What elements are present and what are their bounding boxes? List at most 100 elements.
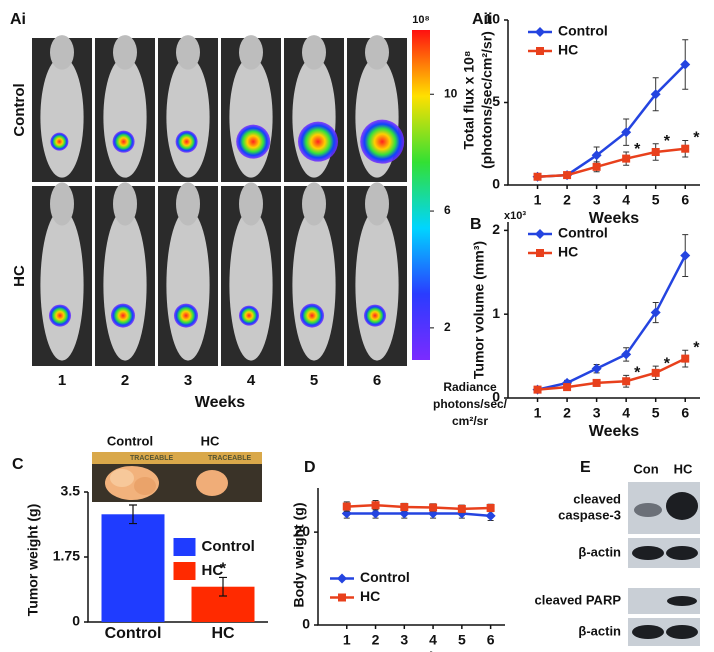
colorbar-label: cm²/sr bbox=[452, 414, 488, 428]
panel-label: Ai bbox=[10, 11, 26, 28]
panel-label: Aii bbox=[472, 11, 492, 28]
mouse-body bbox=[166, 56, 210, 178]
luminescence bbox=[239, 305, 259, 326]
blot-label: caspase-3 bbox=[558, 507, 621, 522]
annotation: * bbox=[634, 141, 641, 158]
mouse-body bbox=[40, 209, 84, 361]
legend-label: Control bbox=[202, 538, 255, 555]
mouse-body bbox=[40, 56, 84, 178]
marker bbox=[457, 504, 466, 513]
mouse-body bbox=[103, 209, 147, 361]
legend-marker bbox=[535, 27, 545, 37]
panel-label: C bbox=[12, 456, 24, 473]
error-bar bbox=[219, 576, 227, 597]
week-label: 6 bbox=[373, 372, 381, 389]
y-axis-title: Tumor volume (mm³) bbox=[471, 241, 487, 379]
luminescence bbox=[50, 132, 69, 151]
annotation: * bbox=[664, 133, 671, 150]
mouse-head bbox=[365, 182, 389, 226]
marker bbox=[680, 59, 691, 70]
marker bbox=[533, 172, 542, 181]
marker bbox=[651, 368, 660, 377]
mouse-head bbox=[176, 35, 200, 70]
y-tick-label: 2 bbox=[492, 221, 500, 237]
marker bbox=[592, 162, 601, 171]
legend-swatch bbox=[173, 562, 196, 580]
legend-marker bbox=[535, 229, 545, 239]
y-tick-label: 1 bbox=[492, 305, 500, 321]
annotation: * bbox=[664, 355, 671, 372]
blot bbox=[628, 482, 700, 646]
x-tick-label: HC bbox=[211, 625, 235, 642]
x-axis-title: Weeks bbox=[589, 210, 640, 227]
week-label: 5 bbox=[310, 372, 318, 389]
luminescence bbox=[364, 304, 386, 327]
legend-marker bbox=[536, 249, 544, 257]
axis-title: Weeks bbox=[195, 394, 246, 411]
x-tick-label: 6 bbox=[681, 405, 689, 421]
legend-swatch bbox=[173, 538, 196, 556]
y-tick-label: 0 bbox=[492, 176, 500, 192]
marker bbox=[681, 354, 690, 363]
row-label: Control bbox=[11, 83, 28, 136]
colorbar bbox=[412, 30, 430, 360]
photo-label: Control bbox=[107, 433, 153, 448]
marker bbox=[621, 127, 632, 138]
y-multiplier: x10³ bbox=[504, 210, 526, 222]
marker bbox=[592, 378, 601, 387]
series-line bbox=[537, 63, 687, 178]
tumor-photo: TRACEABLE TRACEABLE bbox=[92, 452, 262, 502]
x-tick-label: 4 bbox=[429, 632, 437, 648]
colorbar-label: photons/sec/ bbox=[433, 397, 508, 411]
luminescence bbox=[360, 119, 405, 164]
panel-label: B bbox=[470, 216, 482, 233]
colorbar-label: Radiance bbox=[443, 380, 497, 394]
axis bbox=[507, 222, 700, 399]
luminescence bbox=[174, 303, 198, 328]
annotation: * bbox=[634, 365, 641, 382]
blot-label: cleaved PARP bbox=[535, 592, 622, 607]
luminescence bbox=[112, 130, 135, 153]
annotation: * bbox=[220, 561, 227, 578]
series-line bbox=[537, 357, 686, 391]
series-line bbox=[537, 254, 687, 391]
luminescence bbox=[111, 303, 135, 328]
legend-label: Control bbox=[558, 225, 608, 241]
x-tick-label: 2 bbox=[563, 405, 571, 421]
mouse-head bbox=[239, 182, 263, 226]
colorbar-exponent: 10⁸ bbox=[412, 14, 429, 26]
marker bbox=[370, 508, 381, 519]
x-tick-label: 5 bbox=[652, 192, 660, 208]
x-axis-title: Weeks bbox=[396, 650, 447, 652]
marker bbox=[563, 383, 572, 392]
y-tick-label: 10 bbox=[484, 11, 500, 27]
marker bbox=[622, 154, 631, 163]
row-label: HC bbox=[11, 265, 28, 287]
lane-label: HC bbox=[674, 461, 693, 476]
marker bbox=[650, 307, 661, 318]
panel-label: D bbox=[304, 459, 316, 476]
photo-label: HC bbox=[201, 433, 220, 448]
ruler-text: TRACEABLE bbox=[208, 455, 251, 462]
marker bbox=[533, 385, 542, 394]
mouse-body bbox=[229, 209, 273, 361]
marker bbox=[621, 349, 632, 360]
y-tick-label: 0 bbox=[72, 613, 80, 629]
ruler-text: TRACEABLE bbox=[130, 455, 173, 462]
marker bbox=[622, 377, 631, 386]
marker bbox=[650, 89, 661, 100]
legend-label: HC bbox=[558, 244, 578, 260]
y-tick-label: 3.5 bbox=[61, 483, 81, 499]
marker bbox=[371, 501, 380, 510]
x-tick-label: 5 bbox=[458, 632, 466, 648]
marker bbox=[400, 503, 409, 512]
x-tick-label: 4 bbox=[622, 405, 630, 421]
colorbar-tick-label: 6 bbox=[444, 203, 451, 217]
luminescence bbox=[298, 121, 338, 162]
bar bbox=[101, 514, 165, 622]
axis bbox=[507, 20, 700, 186]
marker bbox=[342, 502, 351, 511]
week-label: 2 bbox=[121, 372, 129, 389]
mouse-body bbox=[355, 209, 399, 361]
